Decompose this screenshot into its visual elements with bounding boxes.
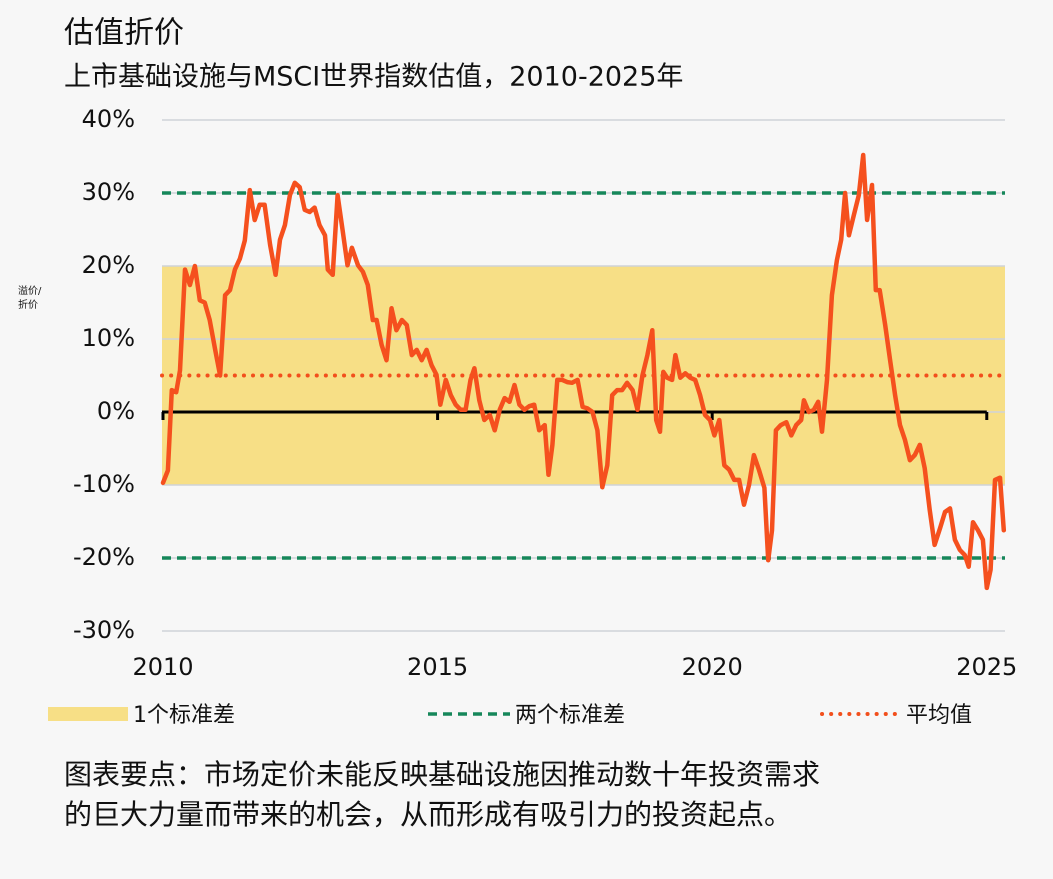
x-tick-label: 2010 bbox=[132, 653, 193, 681]
y-tick-label: 10% bbox=[82, 324, 135, 352]
y-axis-label: 折价 bbox=[18, 298, 38, 311]
y-tick-label: 0% bbox=[97, 397, 135, 425]
y-tick-label: -30% bbox=[73, 616, 135, 644]
y-tick-label: -20% bbox=[73, 543, 135, 571]
chart-title: 估值折价 bbox=[64, 16, 184, 51]
y-tick-label: 20% bbox=[82, 251, 135, 279]
legend-label: 两个标准差 bbox=[515, 703, 625, 728]
legend-swatch bbox=[48, 707, 128, 721]
chart-subtitle: 上市基础设施与MSCI世界指数估值，2010-2025年 bbox=[64, 62, 683, 93]
note: 图表要点：市场定价未能反映基础设施因推动数十年投资需求 bbox=[64, 758, 820, 791]
y-tick-label: -10% bbox=[73, 470, 135, 498]
note: 的巨大力量而带来的机会，从而形成有吸引力的投资起点。 bbox=[64, 798, 792, 831]
data-line bbox=[160, 152, 1007, 591]
legend-label: 平均值 bbox=[906, 703, 972, 728]
y-axis-label: 溢价/ bbox=[18, 284, 42, 297]
x-tick-label: 2020 bbox=[682, 653, 743, 681]
x-tick-label: 2025 bbox=[956, 653, 1017, 681]
legend-label: 1个标准差 bbox=[133, 703, 235, 728]
y-tick-label: 30% bbox=[82, 178, 135, 206]
y-tick-label: 40% bbox=[82, 105, 135, 133]
x-tick-label: 2015 bbox=[407, 653, 468, 681]
